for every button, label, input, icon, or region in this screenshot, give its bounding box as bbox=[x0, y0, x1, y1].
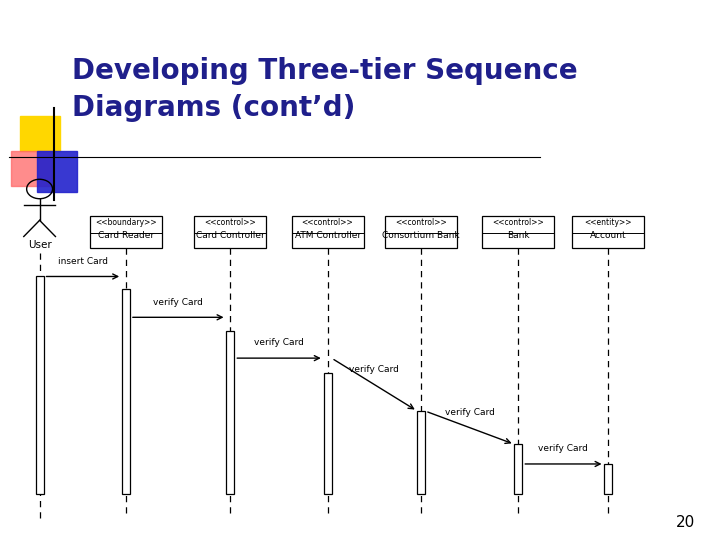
Bar bbox=[194, 216, 266, 248]
Text: verify Card: verify Card bbox=[539, 444, 588, 453]
Text: Consortium Bank: Consortium Bank bbox=[382, 231, 460, 240]
Text: <<control>>: <<control>> bbox=[395, 218, 447, 227]
Bar bbox=[90, 216, 162, 248]
Bar bbox=[37, 151, 77, 192]
Bar bbox=[226, 331, 235, 494]
Text: <<control>>: <<control>> bbox=[302, 218, 354, 227]
Text: Developing Three-tier Sequence: Developing Three-tier Sequence bbox=[72, 57, 577, 85]
Bar bbox=[122, 288, 130, 494]
Text: User: User bbox=[28, 240, 51, 250]
Text: Diagrams (cont’d): Diagrams (cont’d) bbox=[72, 94, 356, 123]
Text: 20: 20 bbox=[675, 515, 695, 530]
Text: Card Controller: Card Controller bbox=[196, 231, 265, 240]
Bar bbox=[385, 216, 457, 248]
Text: verify Card: verify Card bbox=[254, 339, 304, 347]
Text: ATM Controller: ATM Controller bbox=[294, 231, 361, 240]
Bar bbox=[292, 216, 364, 248]
Bar bbox=[605, 464, 612, 494]
Text: verify Card: verify Card bbox=[445, 408, 495, 417]
Bar bbox=[418, 411, 425, 494]
Text: Bank: Bank bbox=[507, 231, 530, 240]
Text: Account: Account bbox=[590, 231, 626, 240]
Text: verify Card: verify Card bbox=[349, 365, 400, 374]
Bar bbox=[515, 444, 523, 494]
Text: <<control>>: <<control>> bbox=[492, 218, 544, 227]
Text: <<control>>: <<control>> bbox=[204, 218, 256, 227]
Text: Card Reader: Card Reader bbox=[98, 231, 154, 240]
Bar bbox=[11, 151, 53, 186]
Bar bbox=[482, 216, 554, 248]
Bar bbox=[20, 116, 60, 151]
Text: verify Card: verify Card bbox=[153, 298, 203, 307]
Text: insert Card: insert Card bbox=[58, 256, 108, 266]
Text: <<boundary>>: <<boundary>> bbox=[95, 218, 157, 227]
Bar bbox=[572, 216, 644, 248]
Text: <<entity>>: <<entity>> bbox=[585, 218, 632, 227]
Bar bbox=[324, 373, 331, 494]
Bar bbox=[36, 276, 43, 494]
